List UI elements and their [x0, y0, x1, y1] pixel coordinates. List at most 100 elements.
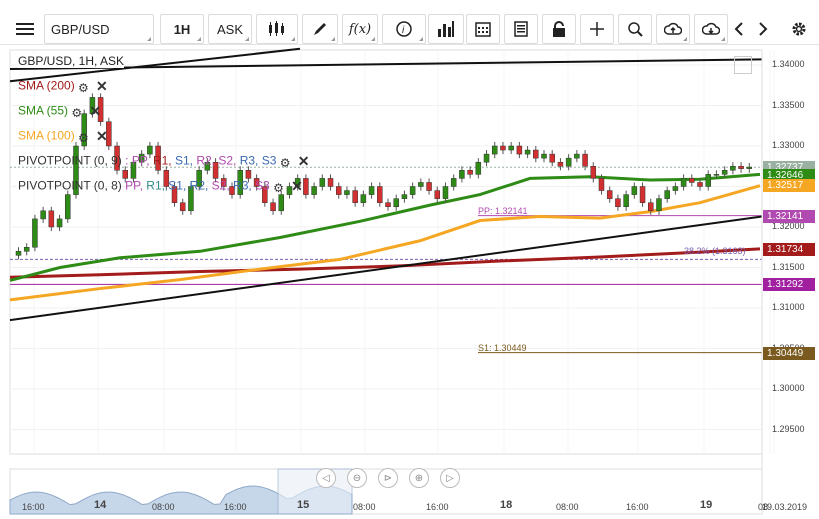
calendar-icon[interactable] — [466, 14, 500, 44]
candle — [418, 182, 424, 187]
candle — [516, 145, 523, 155]
chart-area[interactable]: GBP/USD, 1H, ASK SMA (200) ⚙ ✕ SMA (55) ⚙… — [0, 44, 819, 519]
price-chart[interactable] — [0, 44, 819, 519]
toolbar: GBP/USD 1H ASK f(x) i — [0, 0, 819, 45]
chevron-right-icon[interactable] — [754, 14, 772, 44]
candle — [491, 145, 498, 155]
pivot-s1: S1, — [171, 153, 193, 168]
settings-gear-icon[interactable]: ⚙ — [78, 80, 89, 95]
legend-pivot-2[interactable]: PIVOTPOINT (0, 8) PP, R1, S1, R2, S2, R3… — [18, 178, 303, 195]
pivot-s2: S2, — [215, 153, 237, 168]
x-axis-label: 08:00 — [353, 502, 376, 512]
document-icon[interactable] — [504, 14, 538, 44]
settings-gear-icon[interactable]: ⚙ — [71, 105, 83, 120]
timeframe-select[interactable]: 1H — [160, 14, 204, 44]
volume-bars-icon[interactable] — [428, 14, 464, 44]
reset-icon[interactable]: ⊳ — [378, 468, 398, 488]
scroll-left-icon[interactable]: ◁ — [316, 468, 336, 488]
legend-sma-100[interactable]: SMA (100) ⚙ ✕ — [18, 128, 108, 145]
fx-icon[interactable]: f(x) — [342, 14, 378, 44]
y-axis-label: 1.34000 — [772, 59, 805, 69]
candle — [179, 202, 186, 212]
chart-type-button[interactable] — [256, 14, 298, 44]
price-box: 1.32141 — [763, 209, 815, 223]
candle — [204, 161, 211, 171]
price-type-select[interactable]: ASK — [208, 14, 252, 44]
candle — [196, 170, 202, 187]
candle — [23, 247, 30, 252]
candle — [656, 198, 662, 212]
candle — [385, 202, 391, 207]
gear-icon[interactable] — [786, 14, 812, 44]
legend-sma-200[interactable]: SMA (200) ⚙ ✕ — [18, 78, 108, 95]
candle — [352, 190, 358, 203]
pivot-r3: R3, — [229, 178, 252, 193]
pivot-s3: S3 — [258, 153, 277, 168]
candle — [442, 186, 449, 199]
candle — [549, 153, 555, 163]
scroll-right-icon[interactable]: ▷ — [440, 468, 460, 488]
close-icon[interactable]: ✕ — [291, 178, 303, 194]
x-axis-label: 18 — [500, 499, 513, 511]
draw-button[interactable] — [302, 14, 338, 44]
crosshair-icon[interactable] — [580, 14, 614, 44]
candle — [270, 202, 276, 212]
candle — [615, 198, 621, 207]
pencil-icon — [314, 23, 326, 35]
candle — [286, 186, 293, 195]
x-axis-label: 16:00 — [626, 502, 649, 512]
settings-gear-icon[interactable]: ⚙ — [273, 180, 284, 195]
zoom-icon[interactable] — [618, 14, 652, 44]
cloud-download-icon[interactable] — [694, 14, 728, 44]
candle — [705, 174, 711, 187]
y-axis-label: 1.31000 — [772, 302, 805, 312]
zoom-in-icon[interactable]: ⊕ — [409, 468, 429, 488]
price-box: 1.32517 — [763, 179, 815, 193]
x-axis-label: 08:00 — [556, 502, 579, 512]
candle — [360, 194, 367, 203]
settings-gear-icon[interactable]: ⚙ — [279, 155, 291, 170]
close-icon[interactable]: ✕ — [297, 153, 310, 169]
close-icon[interactable]: ✕ — [89, 103, 102, 119]
navigator-window[interactable] — [277, 468, 353, 515]
pivot-1-prefix: PIVOTPOINT (0, 9) — [18, 153, 122, 168]
settings-gear-icon[interactable]: ⚙ — [78, 130, 89, 145]
maximize-icon[interactable] — [734, 56, 752, 74]
candle — [114, 145, 120, 171]
candle — [368, 186, 375, 195]
candle — [664, 190, 670, 199]
lock-icon[interactable] — [542, 14, 576, 44]
candle — [533, 149, 539, 159]
candle — [245, 170, 252, 179]
x-axis-label: 08:00 — [152, 502, 175, 512]
candle — [377, 186, 383, 203]
x-axis-label: 16:00 — [224, 502, 247, 512]
candle — [450, 178, 457, 187]
candle — [171, 186, 178, 203]
pivot-s1: S1, — [164, 178, 187, 193]
candle — [40, 210, 46, 220]
chevron-left-icon[interactable] — [730, 14, 748, 44]
candle — [335, 186, 342, 195]
legend-pivot-1[interactable]: PIVOTPOINT (0, 9) : PP, R1, S1, R2, S2, … — [18, 153, 309, 170]
legend-sma-55[interactable]: SMA (55) ⚙ ✕ — [18, 103, 101, 120]
candle — [188, 186, 194, 212]
candle — [574, 153, 580, 159]
candle — [524, 149, 531, 155]
symbol-select[interactable]: GBP/USD — [44, 14, 154, 44]
candle — [606, 190, 613, 199]
close-icon[interactable]: ✕ — [96, 128, 108, 144]
close-icon[interactable]: ✕ — [96, 78, 108, 94]
candle — [327, 178, 334, 187]
zoom-out-icon[interactable]: ⊖ — [347, 468, 367, 488]
x-axis-label: 14 — [94, 499, 107, 511]
info-button[interactable]: i — [382, 14, 426, 44]
hamburger-menu-icon[interactable] — [8, 14, 42, 44]
chart-header: GBP/USD, 1H, ASK — [18, 54, 125, 68]
candle — [122, 170, 128, 179]
candlestick-icon — [269, 21, 284, 36]
candle — [237, 170, 243, 195]
candle — [97, 97, 104, 122]
cloud-upload-icon[interactable] — [656, 14, 690, 44]
candle — [746, 166, 753, 169]
